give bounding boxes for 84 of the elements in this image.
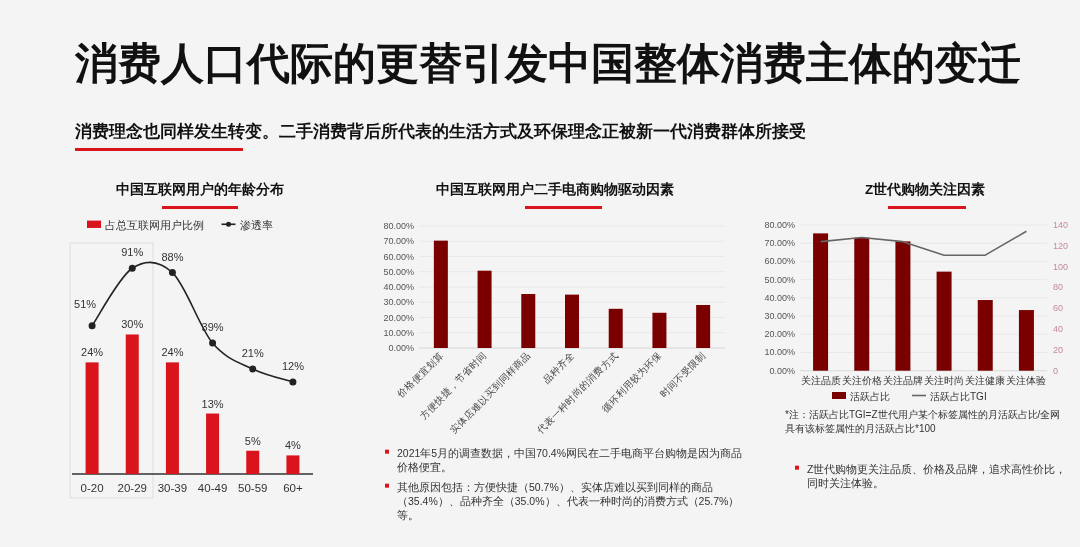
bar	[286, 455, 300, 474]
bar	[565, 294, 579, 348]
y-tick-label: 0.00%	[388, 343, 414, 353]
legend-label: 占总互联网用户比例	[105, 219, 204, 231]
y-tick-label: 60.00%	[383, 251, 414, 262]
data-label: 91%	[121, 246, 144, 259]
x-tick-label: 关注体验	[1006, 375, 1047, 386]
bar	[165, 362, 179, 474]
bar	[206, 413, 220, 474]
chart-title: 中国互联网用户的年龄分布	[116, 181, 284, 197]
bar	[652, 312, 667, 348]
x-tick-label: 关注时尚	[924, 375, 965, 386]
chart-title: Z世代购物关注因素	[864, 181, 986, 197]
bar	[433, 240, 448, 348]
y2-tick-label: 60	[1053, 303, 1064, 314]
line-series	[819, 230, 1028, 256]
y2-tick-label: 40	[1053, 324, 1064, 335]
bar	[895, 241, 911, 371]
x-tick-label: 30-39	[157, 482, 188, 494]
x-tick-label: 关注价格	[841, 375, 882, 386]
text: 消费理念也同样发生转变。二手消费背后所代表的生活方式及环保理念正被新一代消费群体所接受	[74, 122, 806, 140]
bar	[521, 294, 536, 348]
y-tick-label: 30.00%	[383, 297, 414, 308]
bar	[125, 334, 139, 474]
legend-label: 活跃占比TGI	[930, 391, 987, 402]
y2-tick-label: 100	[1053, 261, 1069, 272]
y-tick-label: 10.00%	[764, 347, 795, 358]
bar	[813, 233, 829, 371]
bar	[246, 450, 260, 474]
text: Z世代购物更关注品质、价格及品牌，追求高性价比，同时关注体验。	[807, 462, 1068, 491]
legend-label: 渗透率	[239, 219, 273, 231]
y2-tick-label: 120	[1053, 240, 1069, 251]
data-label: 24%	[161, 346, 184, 359]
bar	[1018, 310, 1034, 371]
x-tick-label: 0-20	[80, 482, 104, 494]
x-tick-label: 关注品牌	[882, 375, 923, 386]
text: *注：活跃占比TGI=Z世代用户某个标签属性的月活跃占比/全网具有该标签属性的月活跃占比*100	[785, 408, 1062, 435]
text: 其他原因包括：方便快捷（50.7%）、实体店难以买到同样的商品（35.4%）、品种齐全（35.0%）、代表一种时尚的消费方式（25.7%）等。	[397, 480, 741, 523]
text: 2021年5月的调查数据，中国70.4%网民在二手电商平台购物是因为商品价格便宜。	[397, 446, 742, 475]
chart-title: 中国互联网用户二手电商购物驱动因素	[436, 181, 674, 197]
y2-tick-label: 20	[1053, 344, 1064, 355]
bar	[477, 270, 492, 348]
x-tick-label: 品种齐全	[540, 349, 577, 386]
bar	[936, 271, 952, 371]
legend-label: 活跃占比	[850, 391, 890, 402]
x-tick-label: 50-59	[238, 482, 268, 494]
bar	[696, 305, 711, 348]
y-tick-label: 0.00%	[769, 365, 795, 376]
y2-tick-label: 80	[1053, 282, 1064, 293]
y-tick-label: 80.00%	[764, 220, 795, 230]
y-tick-label: 70.00%	[383, 236, 414, 247]
y-tick-label: 50.00%	[764, 274, 795, 285]
data-label: 21%	[241, 346, 264, 359]
x-tick-label: 关注品质	[800, 375, 841, 386]
y-tick-label: 70.00%	[764, 238, 795, 249]
data-label: 4%	[284, 439, 302, 452]
y-tick-label: 20.00%	[383, 312, 414, 323]
data-label: 88%	[161, 250, 184, 263]
y-tick-label: 20.00%	[764, 329, 795, 340]
y2-tick-label: 0	[1053, 365, 1059, 376]
y-tick-label: 60.00%	[764, 256, 795, 267]
y-tick-label: 30.00%	[764, 311, 795, 322]
x-tick-label: 60+	[283, 482, 303, 494]
y-tick-label: 40.00%	[764, 292, 795, 303]
data-label: 12%	[281, 359, 305, 372]
data-label: 51%	[74, 297, 97, 310]
y-tick-label: 50.00%	[383, 266, 414, 277]
bar	[977, 300, 993, 371]
data-label: 24%	[81, 346, 104, 359]
text: 消费人口代际的更替引发中国整体消费主体的变迁	[74, 39, 1021, 87]
y-tick-label: 80.00%	[383, 221, 414, 231]
y2-tick-label: 140	[1053, 220, 1069, 230]
data-label: 5%	[244, 434, 261, 447]
x-tick-label: 20-29	[117, 482, 147, 494]
x-tick-label: 关注健康	[965, 375, 1006, 386]
data-label: 13%	[201, 397, 224, 410]
data-label: 39%	[201, 321, 224, 334]
y-tick-label: 10.00%	[383, 327, 414, 338]
bar	[85, 362, 99, 474]
data-label: 30%	[121, 318, 144, 331]
bar	[854, 237, 870, 371]
bar	[608, 308, 623, 348]
x-tick-label: 40-49	[197, 482, 228, 494]
y-tick-label: 40.00%	[383, 282, 414, 292]
